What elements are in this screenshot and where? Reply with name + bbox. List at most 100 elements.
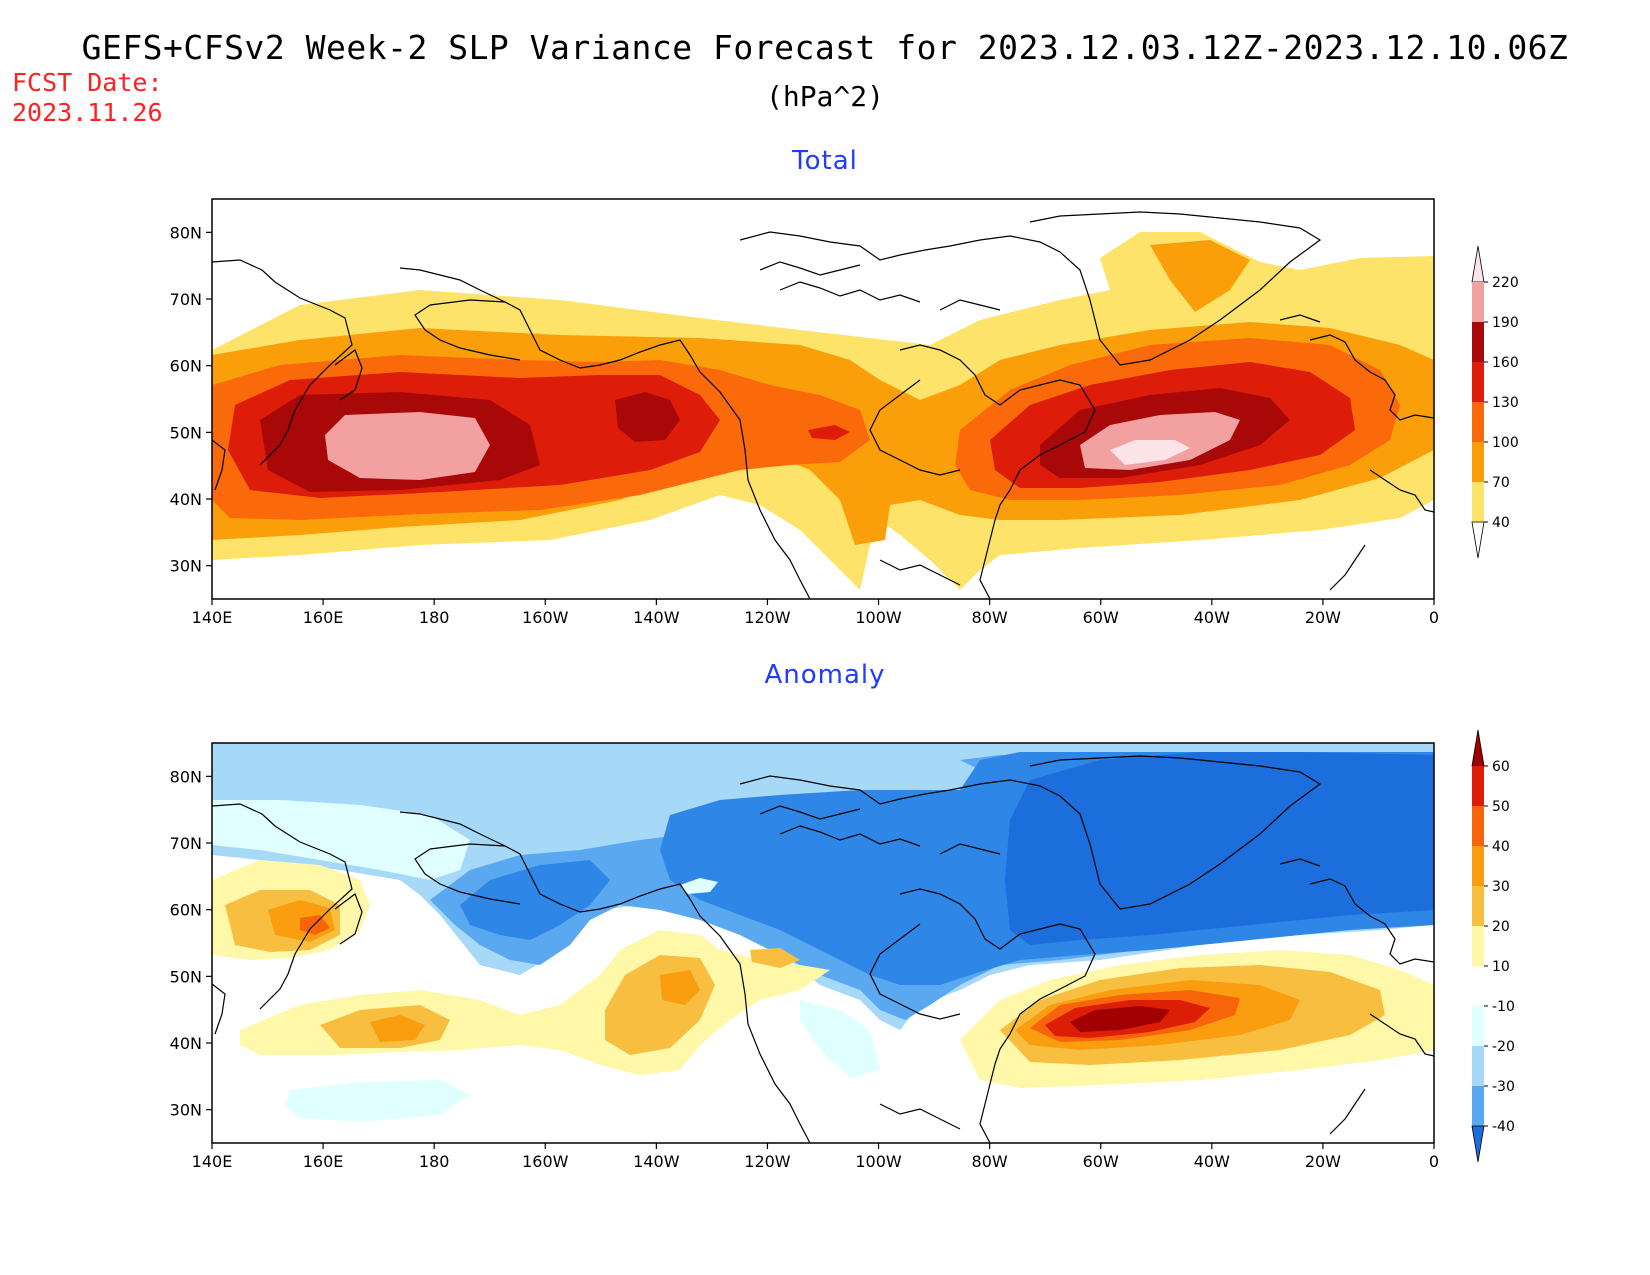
total-fill-220 [1110,440,1190,465]
anomaly-lat-label: 50N [170,967,202,986]
total-lat-label: 50N [170,423,202,442]
anomaly-colorbar-label: 30 [1492,879,1510,895]
anomaly-colorbar-top-arrow [1471,729,1485,767]
anomaly-colorbar-swatch [1472,926,1484,966]
anomaly-fill-minus40 [460,860,610,940]
anomaly-colorbar-swatch [1472,1086,1484,1126]
anomaly-colorbar-swatch [1472,1046,1484,1086]
total-axis-ticks: 140E 160E 180 160W 140W 120W 100W 80W 60W 40W 20W 0… [170,223,1439,627]
total-lat-label: 80N [170,223,202,242]
anomaly-colorbar-bottom-arrow [1471,1125,1485,1163]
total-lon-label: 160E [303,608,344,627]
total-colorbar-label: 100 [1492,435,1519,451]
total-fill-130-small [808,425,850,440]
total-colorbar-swatch [1472,442,1484,482]
anomaly-fill-minus50-east [1005,752,1434,945]
anomaly-colorbar-swatch [1472,1006,1484,1046]
anomaly-fill-pocket [680,878,718,894]
total-fill-160-b [615,392,680,442]
anomaly-map-frame [211,742,1435,1144]
chart-title: GEFS+CFSv2 Week-2 SLP Variance Forecast … [81,28,1569,67]
anomaly-lon-label: 100W [855,1152,902,1171]
anomaly-lat-label: 60N [170,901,202,920]
total-colorbar-swatch [1472,482,1484,522]
anomaly-coastlines [212,755,1434,1143]
anomaly-colorbar-swatch [1472,766,1484,806]
anomaly-fill-plus20-small [750,948,800,968]
total-lat-label: 70N [170,290,202,309]
anomaly-colorbar-label: 50 [1492,799,1510,815]
anomaly-lon-label: 80W [972,1152,1008,1171]
anomaly-colorbar-label: -30 [1492,1079,1515,1095]
total-panel-title: Total [792,146,858,176]
anomaly-lat-label: 80N [170,767,202,786]
anomaly-panel-title: Anomaly [764,660,886,690]
total-coastlines [212,211,1434,599]
anomaly-lon-label: 60W [1083,1152,1119,1171]
anomaly-lat-label: 40N [170,1034,202,1053]
anomaly-fill-minus10-mid [800,1000,880,1078]
anomaly-fill-plus40-a [300,915,330,935]
total-lon-label: 80W [972,608,1008,627]
anomaly-lon-label: 40W [1194,1152,1230,1171]
total-lon-label: 100W [855,608,902,627]
total-lon-label: 180 [419,608,450,627]
anomaly-colorbar-swatch [1472,886,1484,926]
total-map-frame [211,198,1435,600]
anomaly-fill-plus30-b [370,1015,425,1042]
total-lon-label: 140E [192,608,233,627]
total-colorbar-label: 40 [1492,515,1510,531]
anomaly-colorbar-swatch [1472,806,1484,846]
anomaly-colorbar-label: 20 [1492,919,1510,935]
total-colorbar-label: 220 [1492,275,1519,291]
total-colorbar-swatch [1472,362,1484,402]
anomaly-lon-label: 0 [1429,1152,1439,1171]
total-colorbar: 220 190 160 130 100 70 40 [1471,245,1519,559]
anomaly-colorbar-label: -40 [1492,1119,1515,1135]
total-lat-label: 30N [170,557,202,576]
total-colorbar-swatch [1472,322,1484,362]
total-colorbar-label: 130 [1492,395,1519,411]
total-contours [212,232,1434,590]
total-colorbar-bottom-arrow [1471,521,1485,559]
anomaly-fill-minus40-b [870,895,940,935]
total-lon-label: 120W [744,608,791,627]
total-map: 140E 160E 180 160W 140W 120W 100W 80W 60W 40W 20W 0… [170,198,1439,627]
anomaly-lon-label: 140W [633,1152,680,1171]
total-lon-label: 0 [1429,608,1439,627]
anomaly-map: 140E 160E 180 160W 140W 120W 100W 80W 60W 40W 20W 0… [170,742,1439,1171]
total-fill-190 [325,412,490,480]
forecast-date-value: 2023.11.26 [12,98,163,127]
total-colorbar-swatch [1472,282,1484,322]
total-lon-label: 160W [522,608,569,627]
anomaly-colorbar-label: -10 [1492,999,1515,1015]
anomaly-lon-label: 20W [1305,1152,1341,1171]
total-lon-label: 140W [633,608,680,627]
anomaly-contours [212,743,1434,1122]
anomaly-colorbar-label: 60 [1492,759,1510,775]
anomaly-colorbar-swatch [1472,846,1484,886]
anomaly-lon-label: 160W [522,1152,569,1171]
total-lon-label: 40W [1194,608,1230,627]
total-lon-label: 60W [1083,608,1119,627]
units-label: (hPa^2) [765,80,884,113]
anomaly-colorbar-label: 10 [1492,959,1510,975]
anomaly-colorbar: 60 50 40 30 20 10 -10 -20 -30 -40 [1471,729,1515,1163]
total-fill-70-greenland [1150,240,1250,312]
anomaly-lat-label: 70N [170,834,202,853]
anomaly-lon-label: 160E [303,1152,344,1171]
anomaly-lon-label: 120W [744,1152,791,1171]
anomaly-colorbar-swatch [1472,966,1484,1006]
anomaly-axis-ticks: 140E 160E 180 160W 140W 120W 100W 80W 60W 40W 20W 0… [170,767,1439,1171]
total-lat-label: 60N [170,357,202,376]
total-colorbar-label: 190 [1492,315,1519,331]
anomaly-fill-plus30-c [660,970,700,1005]
forecast-date-block: FCST Date: 2023.11.26 [12,68,163,128]
anomaly-fill-minus10-south [285,1080,470,1122]
anomaly-lon-label: 140E [192,1152,233,1171]
total-colorbar-label: 70 [1492,475,1510,491]
total-lat-label: 40N [170,490,202,509]
anomaly-colorbar-label: 40 [1492,839,1510,855]
anomaly-lat-label: 30N [170,1101,202,1120]
